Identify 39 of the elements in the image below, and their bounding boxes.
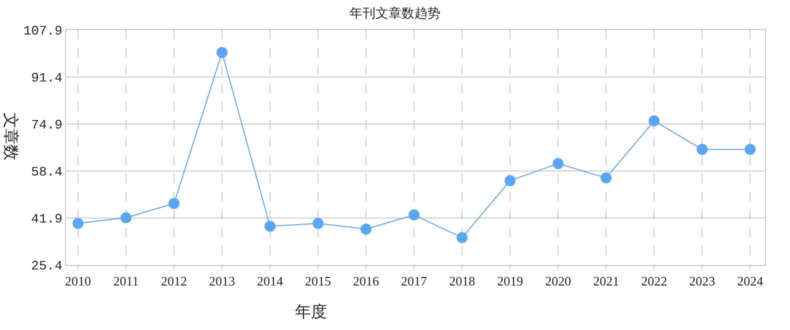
point bbox=[744, 144, 756, 155]
x-tick-label: 2023 bbox=[689, 274, 716, 289]
point bbox=[696, 144, 708, 155]
point bbox=[360, 224, 372, 235]
point bbox=[504, 175, 516, 186]
point bbox=[72, 218, 84, 229]
point bbox=[456, 232, 468, 244]
x-tick-label: 2021 bbox=[593, 274, 620, 289]
x-tick-label: 2013 bbox=[209, 274, 236, 289]
x-tick-label: 2010 bbox=[65, 274, 91, 289]
point bbox=[168, 198, 180, 209]
point bbox=[312, 218, 324, 229]
y-tick-label: 25.4 bbox=[31, 258, 63, 274]
point bbox=[648, 115, 660, 126]
chart-title: 年刊文章数趋势 bbox=[350, 6, 440, 22]
y-tick-label: 74.9 bbox=[31, 118, 62, 133]
point bbox=[216, 47, 228, 58]
point bbox=[600, 172, 612, 184]
x-tick-label: 2011 bbox=[113, 274, 139, 289]
point bbox=[120, 212, 132, 224]
x-tick-label: 2015 bbox=[305, 274, 332, 289]
x-tick-label: 2012 bbox=[161, 274, 188, 289]
x-tick-label: 2020 bbox=[545, 274, 572, 289]
x-tick-label: 2016 bbox=[353, 274, 380, 289]
point bbox=[264, 220, 276, 232]
point bbox=[552, 158, 564, 170]
x-tick-label: 2024 bbox=[737, 274, 764, 289]
x-tick-label: 2014 bbox=[257, 274, 284, 289]
y-tick-label: 91.4 bbox=[31, 70, 63, 86]
x-tick-label: 2022 bbox=[641, 274, 668, 289]
y-tick-label: 41.9 bbox=[31, 212, 62, 227]
y-tick-label: 58.4 bbox=[31, 164, 63, 180]
y-tick-label: 107.9 bbox=[23, 24, 62, 39]
y-axis-title: 文章数 bbox=[1, 112, 20, 160]
x-axis-title: 年度 bbox=[295, 302, 327, 321]
point bbox=[408, 209, 420, 220]
x-tick-label: 2018 bbox=[449, 274, 476, 289]
x-tick-label: 2019 bbox=[497, 274, 524, 289]
x-tick-label: 2017 bbox=[401, 274, 428, 289]
